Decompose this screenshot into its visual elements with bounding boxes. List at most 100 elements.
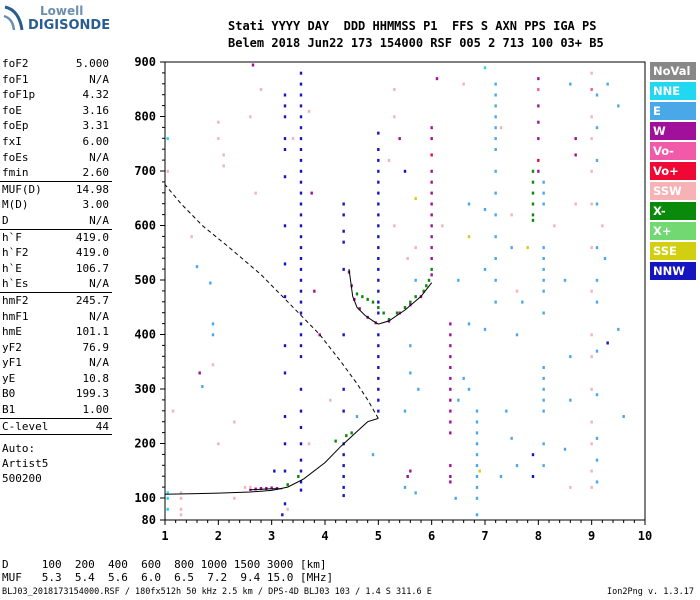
echo-point bbox=[377, 202, 380, 206]
param-value: N/A bbox=[89, 72, 109, 86]
echo-point bbox=[430, 137, 433, 141]
echo-point bbox=[603, 257, 607, 260]
param-row: h`Es N/A bbox=[0, 276, 112, 292]
echo-point bbox=[595, 202, 599, 206]
echo-point bbox=[342, 202, 345, 206]
echo-point bbox=[249, 115, 252, 119]
plot-frame bbox=[164, 61, 646, 521]
autoscaling-line: 500200 bbox=[2, 472, 42, 486]
echo-point bbox=[299, 480, 303, 484]
echo-point bbox=[377, 409, 380, 413]
param-value: 3.00 bbox=[82, 198, 110, 212]
echo-point bbox=[377, 158, 380, 162]
echo-point bbox=[377, 366, 380, 369]
y-tick-label: 800 bbox=[134, 110, 156, 124]
param-value: 14.98 bbox=[75, 182, 109, 196]
echo-point bbox=[494, 137, 497, 141]
echo-point bbox=[430, 202, 433, 206]
echo-point bbox=[574, 137, 577, 141]
echo-point bbox=[595, 300, 599, 304]
echo-point bbox=[475, 496, 479, 500]
echo-point bbox=[283, 115, 287, 119]
echo-point bbox=[414, 246, 417, 250]
echo-point bbox=[406, 475, 409, 478]
echo-point bbox=[515, 289, 519, 293]
echo-point bbox=[414, 278, 417, 282]
echo-point bbox=[377, 300, 380, 304]
echo-point bbox=[299, 300, 303, 304]
x-tick-label: 7 bbox=[481, 529, 488, 543]
echo-point bbox=[342, 387, 345, 391]
autoscaling-line: Artist5 bbox=[2, 457, 49, 471]
y-tick-label: 200 bbox=[134, 437, 156, 451]
echo-point bbox=[179, 496, 183, 500]
param-group: C-level 44 bbox=[0, 419, 112, 436]
echo-point bbox=[435, 77, 439, 81]
echo-point bbox=[179, 513, 183, 517]
echo-point bbox=[449, 420, 452, 424]
echo-point bbox=[299, 322, 303, 326]
echo-point bbox=[377, 376, 380, 380]
param-value: 76.9 bbox=[82, 340, 110, 354]
echo-point bbox=[342, 240, 345, 244]
param-row: hmF1 N/A bbox=[0, 309, 112, 325]
param-row: B0 199.3 bbox=[0, 386, 112, 402]
param-row: C-level 44 bbox=[0, 419, 112, 435]
echo-point bbox=[537, 120, 540, 124]
echo-point bbox=[494, 115, 497, 119]
echo-point bbox=[531, 475, 535, 478]
echo-point bbox=[377, 344, 380, 348]
echo-point bbox=[537, 137, 540, 141]
echo-point bbox=[318, 333, 321, 337]
echo-point bbox=[377, 387, 380, 391]
echo-point bbox=[198, 371, 201, 375]
echo-point bbox=[531, 180, 535, 184]
echo-point bbox=[505, 409, 508, 413]
echo-point bbox=[430, 169, 433, 173]
echo-point bbox=[211, 363, 215, 367]
echo-point bbox=[313, 289, 316, 293]
echo-point bbox=[430, 235, 433, 239]
echo-point bbox=[342, 475, 345, 478]
echo-point bbox=[449, 322, 452, 326]
echo-point bbox=[283, 137, 287, 141]
echo-point bbox=[467, 322, 471, 326]
echo-point bbox=[569, 82, 572, 86]
echo-point bbox=[342, 485, 345, 489]
echo-point bbox=[595, 278, 599, 282]
echo-point bbox=[283, 224, 287, 228]
echo-point bbox=[217, 120, 220, 124]
echo-point bbox=[299, 333, 303, 337]
echo-point bbox=[449, 376, 452, 380]
param-row: M(D) 3.00 bbox=[0, 197, 112, 213]
param-label: B0 bbox=[2, 387, 16, 401]
autoscaling-line: Auto: bbox=[2, 442, 36, 456]
echo-point bbox=[209, 281, 212, 285]
echo-point bbox=[542, 267, 545, 271]
echo-point bbox=[342, 213, 345, 217]
echo-point bbox=[251, 63, 255, 67]
param-row: B1 1.00 bbox=[0, 402, 112, 418]
param-value: 6.00 bbox=[82, 134, 110, 148]
param-value: 3.16 bbox=[82, 103, 110, 117]
echo-point bbox=[283, 104, 287, 108]
param-row: yE 10.8 bbox=[0, 371, 112, 387]
echo-point bbox=[542, 289, 545, 293]
series-line-profile-upper bbox=[164, 184, 379, 419]
echo-point bbox=[254, 487, 257, 491]
echo-point bbox=[283, 371, 287, 375]
param-value: 419.0 bbox=[75, 246, 109, 260]
echo-point bbox=[475, 442, 479, 446]
echo-point bbox=[283, 148, 287, 151]
echo-point bbox=[483, 207, 487, 211]
echo-point bbox=[590, 333, 593, 337]
echo-point bbox=[409, 371, 412, 375]
echo-point bbox=[478, 469, 481, 473]
echo-point bbox=[166, 137, 169, 141]
param-row: foF2 5.000 bbox=[0, 56, 112, 72]
echo-point bbox=[526, 246, 529, 250]
echo-point bbox=[377, 355, 380, 359]
echo-point bbox=[475, 453, 479, 457]
echo-point bbox=[299, 257, 303, 260]
echo-point bbox=[291, 137, 295, 141]
